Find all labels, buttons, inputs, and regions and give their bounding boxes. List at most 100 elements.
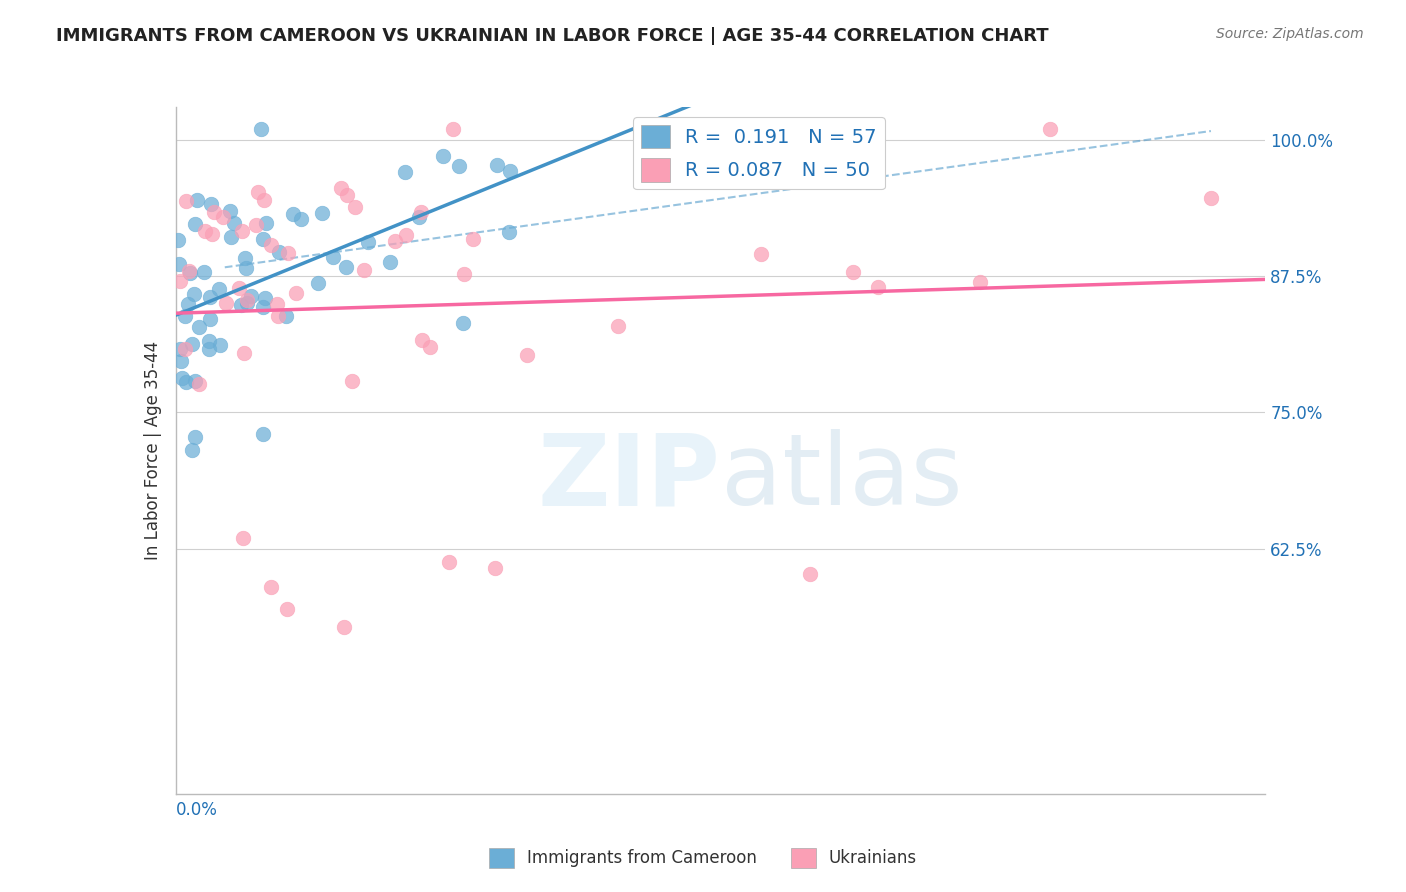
Point (222, 216, 245, 230)
Point (419, 340, 441, 354)
Point (187, 319, 209, 334)
Point (463, 232, 485, 246)
Point (200, 290, 222, 304)
Point (269, 244, 291, 259)
Point (274, 310, 297, 324)
Point (451, 316, 474, 330)
Point (231, 223, 253, 237)
Point (751, 247, 773, 261)
Point (486, 158, 509, 172)
Point (353, 263, 375, 277)
Point (411, 333, 433, 347)
Point (209, 337, 232, 351)
Point (174, 342, 197, 356)
Point (252, 426, 274, 441)
Point (276, 601, 298, 615)
Point (172, 371, 194, 385)
Point (336, 188, 359, 202)
Point (408, 210, 430, 224)
Point (174, 194, 197, 209)
Point (453, 267, 475, 281)
Point (240, 288, 263, 302)
Point (252, 300, 274, 314)
Point (311, 205, 333, 219)
Point (181, 443, 204, 458)
Text: ZIP: ZIP (537, 429, 721, 526)
Point (170, 354, 193, 368)
Point (167, 257, 190, 271)
Point (252, 193, 274, 207)
Point (866, 280, 889, 294)
Point (841, 265, 863, 279)
Point (254, 217, 277, 231)
Point (174, 375, 197, 389)
Point (284, 285, 307, 300)
Point (184, 217, 207, 231)
Point (236, 293, 259, 307)
Point (253, 291, 276, 305)
Point (432, 149, 454, 163)
Point (169, 342, 191, 356)
Point (1199, 191, 1222, 205)
Point (250, 121, 273, 136)
Point (193, 265, 215, 279)
Point (179, 267, 201, 281)
Point (1039, 121, 1062, 136)
Text: 0.0%: 0.0% (176, 801, 218, 819)
Point (184, 374, 207, 388)
Point (208, 282, 231, 296)
Point (197, 342, 219, 356)
Point (233, 251, 256, 265)
Point (437, 555, 460, 569)
Point (173, 310, 195, 324)
Point (394, 165, 416, 179)
Point (266, 297, 288, 311)
Point (322, 250, 344, 264)
Point (202, 204, 225, 219)
Point (277, 246, 299, 260)
Point (235, 295, 257, 310)
Point (607, 319, 630, 334)
Point (245, 218, 267, 232)
Y-axis label: In Labor Force | Age 35-44: In Labor Force | Age 35-44 (143, 341, 162, 560)
Point (218, 204, 240, 219)
Legend: R =  0.191   N = 57, R = 0.087   N = 50: R = 0.191 N = 57, R = 0.087 N = 50 (633, 117, 884, 189)
Point (384, 235, 406, 249)
Point (409, 205, 432, 219)
Point (799, 566, 821, 581)
Point (290, 211, 312, 226)
Point (441, 121, 464, 136)
Point (335, 260, 357, 275)
Point (181, 336, 204, 351)
Point (356, 235, 378, 249)
Point (449, 159, 471, 173)
Point (232, 345, 254, 359)
Legend: Immigrants from Cameroon, Ukrainians: Immigrants from Cameroon, Ukrainians (482, 841, 924, 875)
Point (169, 274, 191, 288)
Point (235, 260, 257, 275)
Point (516, 348, 538, 362)
Point (184, 430, 207, 444)
Point (267, 309, 290, 323)
Point (219, 230, 242, 244)
Point (246, 186, 269, 200)
Point (395, 228, 418, 243)
Point (281, 207, 304, 221)
Point (177, 264, 200, 278)
Point (167, 233, 190, 247)
Text: Source: ZipAtlas.com: Source: ZipAtlas.com (1216, 27, 1364, 41)
Text: atlas: atlas (721, 429, 962, 526)
Point (329, 180, 352, 194)
Point (307, 277, 329, 291)
Point (188, 376, 211, 391)
Point (333, 620, 356, 634)
Point (200, 197, 222, 211)
Point (194, 224, 217, 238)
Point (215, 295, 238, 310)
Point (498, 225, 520, 239)
Point (260, 237, 283, 252)
Point (183, 287, 205, 301)
Point (229, 298, 252, 312)
Point (201, 227, 224, 241)
Point (259, 580, 281, 594)
